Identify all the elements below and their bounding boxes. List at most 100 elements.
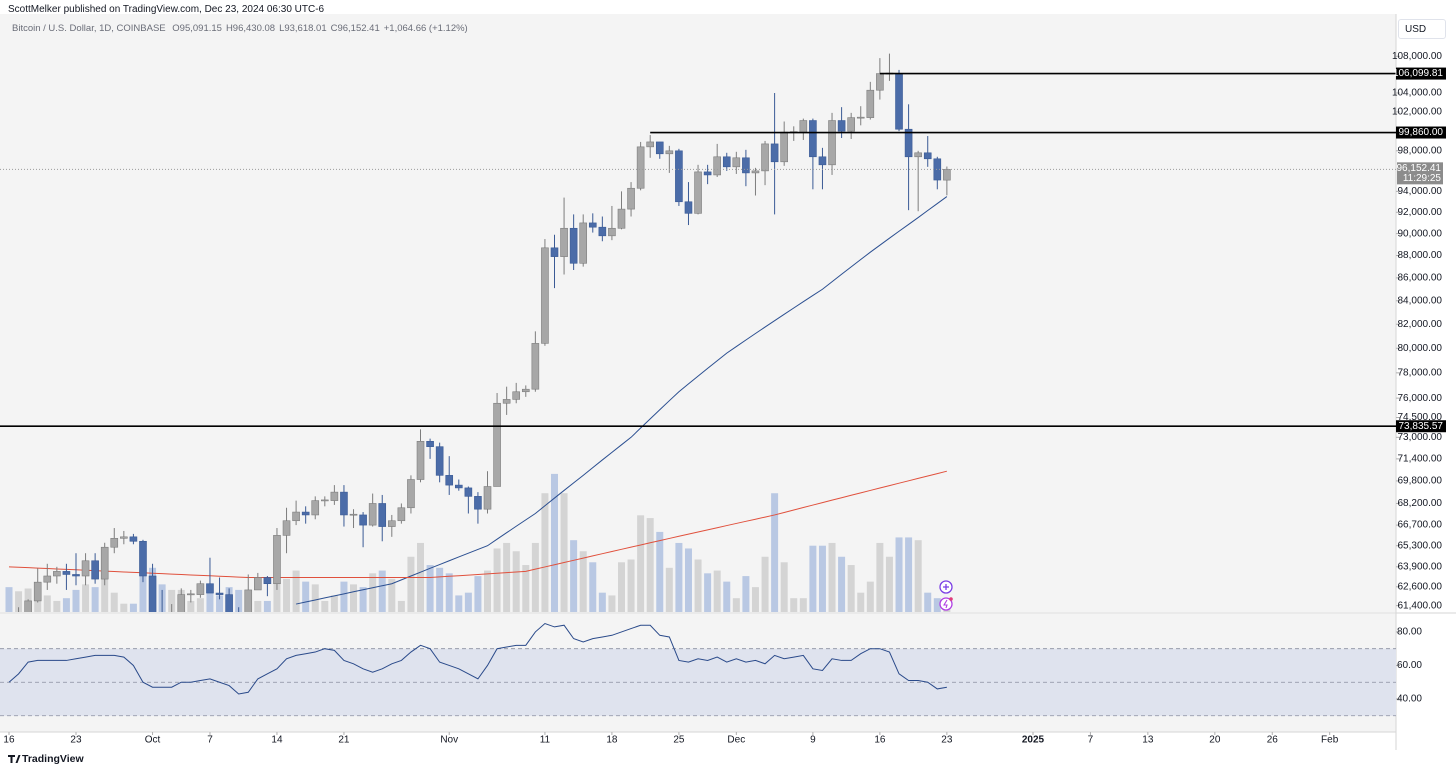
level-label-box <box>1396 420 1446 433</box>
candle-body <box>646 141 654 148</box>
candle-body <box>225 594 233 612</box>
candle-body <box>569 227 578 264</box>
x-tick-label: 16 <box>874 735 886 746</box>
candle-body <box>474 496 482 510</box>
candle-body <box>368 503 377 526</box>
candle-body <box>359 514 367 526</box>
candle-body <box>349 513 358 516</box>
volume-bar <box>235 589 243 612</box>
candle-body <box>254 577 262 591</box>
volume-bar <box>570 540 578 612</box>
y-tick-label: 92,000.00 <box>1398 207 1443 218</box>
candle-body <box>904 128 913 158</box>
candle-body <box>33 581 42 602</box>
candle-body <box>493 402 501 487</box>
volume-bar <box>445 573 453 612</box>
x-tick-label: 26 <box>1267 735 1279 746</box>
volume-bar <box>790 598 798 612</box>
volume-bar <box>101 578 109 612</box>
alert-button[interactable] <box>939 597 953 611</box>
candle-body <box>100 546 109 580</box>
volume-bar <box>216 595 224 612</box>
volume-bar <box>933 598 941 612</box>
x-tick-label: 13 <box>1142 735 1154 746</box>
volume-bar <box>397 600 405 612</box>
symbol-title: Bitcoin / U.S. Dollar, 1D, COINBASE <box>12 23 166 34</box>
volume-bar <box>43 595 51 612</box>
y-tick-label: 102,000.00 <box>1392 107 1442 118</box>
volume-bar <box>780 562 788 612</box>
volume-bar <box>263 600 271 612</box>
volume-bar <box>436 567 444 612</box>
moving-average <box>295 196 948 605</box>
volume-bar <box>771 493 779 612</box>
candle-body <box>110 538 119 548</box>
candle-body <box>598 226 607 237</box>
candle-body <box>206 583 214 594</box>
volume-bar <box>474 576 482 612</box>
candle-body <box>521 388 530 393</box>
volume-bar <box>560 493 568 612</box>
x-tick-label: 9 <box>810 735 816 746</box>
ohlc-value: H96,430.08 <box>225 23 276 34</box>
x-tick-label: 21 <box>338 735 350 746</box>
candle-body <box>799 120 808 133</box>
y-tick-label: 65,300.00 <box>1398 540 1443 551</box>
x-tick-label: Dec <box>727 735 745 746</box>
level-label: 106,099.81 <box>1393 68 1443 79</box>
volume-bar <box>168 589 176 612</box>
last-price-box <box>1397 162 1443 185</box>
volume-bar <box>627 559 635 612</box>
volume-bar <box>541 493 549 612</box>
candle-body <box>215 592 224 595</box>
y-tick-label: 94,000.00 <box>1398 186 1443 197</box>
ohlc-value: O95,091.15 <box>172 23 222 34</box>
bar-countdown: 11:29:25 <box>1403 173 1442 184</box>
candle-body <box>397 507 406 522</box>
y-tick-label: 98,000.00 <box>1398 145 1443 156</box>
y-tick-label: 68,200.00 <box>1398 498 1443 509</box>
candle-body <box>426 441 434 447</box>
candle-body <box>263 577 272 585</box>
volume-bar <box>656 531 664 612</box>
currency-button[interactable]: USD <box>1398 19 1446 39</box>
volume-bar <box>646 518 654 612</box>
candle-layer <box>18 53 951 612</box>
candle-body <box>196 583 205 595</box>
volume-bar <box>589 562 597 612</box>
candle-body <box>512 391 521 400</box>
volume-bar <box>876 542 884 612</box>
candle-body <box>340 491 348 516</box>
volume-bar <box>751 587 759 612</box>
volume-bar <box>828 542 836 612</box>
y-tick-label: 104,000.00 <box>1392 88 1442 99</box>
candle-body <box>311 500 320 516</box>
volume-bar <box>684 548 692 612</box>
volume-bar <box>905 537 913 612</box>
volume-bar <box>914 540 922 612</box>
volume-bar <box>311 584 319 612</box>
candle-body <box>742 157 750 174</box>
volume-bar <box>809 545 817 612</box>
candle-body <box>454 484 463 489</box>
volume-bar <box>110 592 118 612</box>
volume-bar <box>637 515 645 612</box>
candle-body <box>43 575 52 583</box>
candle-body <box>837 120 846 132</box>
candle-body <box>694 171 702 214</box>
rsi-line <box>8 622 947 695</box>
x-tick-label: 11 <box>540 735 551 746</box>
y-tick-label: 61,400.00 <box>1398 600 1443 611</box>
x-tick-label: 7 <box>207 735 213 746</box>
candle-body <box>330 491 339 501</box>
volume-bar <box>91 587 99 612</box>
ohlc-value: L93,618.01 <box>279 23 327 34</box>
footer-brand: TradingView <box>22 753 84 765</box>
volume-bar <box>742 576 750 612</box>
volume-bar <box>503 542 511 612</box>
y-tick-label: 108,000.00 <box>1392 51 1442 62</box>
y-tick-label: 62,600.00 <box>1398 581 1443 592</box>
volume-bar <box>15 591 23 612</box>
x-tick-label: 25 <box>673 735 685 746</box>
